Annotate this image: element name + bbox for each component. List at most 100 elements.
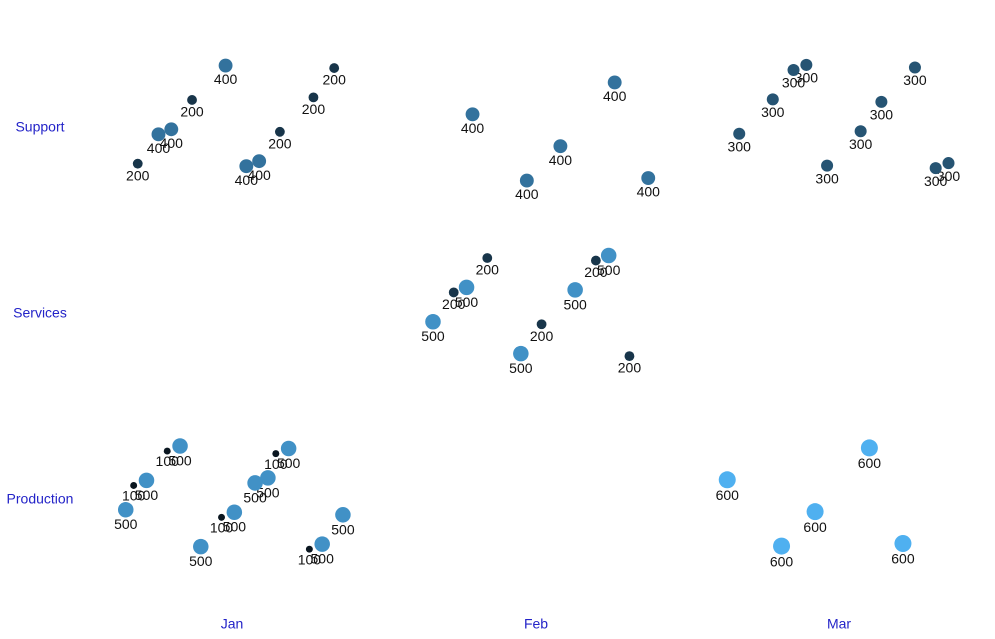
y-category-label: Production	[7, 491, 74, 507]
y-category-label: Services	[13, 305, 67, 321]
point	[536, 319, 547, 330]
point-label: 200	[180, 104, 204, 120]
point	[448, 287, 459, 298]
point	[787, 63, 800, 77]
point-label: 500	[135, 487, 159, 503]
point-label: 200	[268, 135, 292, 151]
point-label: 300	[795, 70, 819, 86]
point-label: 300	[728, 138, 752, 154]
point	[335, 507, 351, 523]
point-label: 500	[189, 553, 213, 569]
point	[218, 58, 233, 73]
point	[163, 447, 171, 455]
point	[766, 93, 779, 106]
point	[226, 504, 243, 521]
point-label: 100	[264, 456, 288, 472]
point	[239, 159, 254, 174]
point-label: 200	[618, 360, 642, 376]
point-label: 400	[235, 172, 259, 188]
point	[482, 253, 493, 263]
point-label: 300	[924, 173, 948, 189]
point	[308, 92, 319, 103]
point-label: 500	[256, 484, 280, 500]
point	[553, 139, 568, 154]
point	[806, 503, 824, 521]
point-label: 200	[442, 296, 466, 312]
point-label: 500	[421, 328, 445, 344]
point	[519, 173, 534, 188]
point	[172, 438, 188, 454]
x-category-label: Jan	[221, 616, 244, 632]
point-label: 200	[530, 328, 554, 344]
point	[929, 162, 942, 175]
point	[465, 107, 480, 122]
point-label: 200	[476, 262, 500, 278]
point	[252, 154, 267, 169]
point-label: 200	[302, 101, 326, 117]
point	[130, 482, 138, 489]
point	[260, 470, 276, 486]
point-label: 500	[277, 455, 301, 471]
point-label: 100	[156, 453, 180, 469]
point-label: 300	[849, 136, 873, 152]
y-category-label: Support	[15, 119, 64, 135]
point-label: 600	[891, 551, 915, 567]
point	[641, 171, 656, 185]
point	[458, 279, 475, 296]
point-label: 500	[597, 262, 621, 278]
point	[860, 439, 878, 457]
point	[425, 313, 441, 330]
point-label: 400	[637, 184, 661, 200]
point-label: 500	[563, 296, 587, 312]
point-label: 400	[461, 120, 485, 136]
point-label: 400	[603, 88, 627, 104]
point-label: 400	[549, 152, 573, 168]
point-label: 500	[114, 516, 138, 532]
point-label: 200	[126, 167, 150, 183]
point	[218, 513, 225, 521]
point	[718, 471, 736, 489]
point	[314, 536, 330, 552]
point	[894, 535, 912, 553]
point	[164, 122, 179, 137]
point	[329, 63, 340, 73]
point	[280, 440, 297, 457]
point-label: 500	[168, 452, 192, 468]
point-label: 500	[455, 294, 479, 310]
point-label: 400	[247, 167, 271, 183]
point-label: 600	[770, 553, 794, 569]
point	[274, 126, 285, 137]
point	[247, 475, 263, 491]
x-category-label: Mar	[827, 616, 851, 632]
point	[590, 255, 601, 266]
point-label: 300	[761, 104, 785, 120]
point	[733, 127, 746, 140]
point-label: 400	[515, 186, 539, 202]
point-label: 400	[214, 71, 238, 87]
point-label: 600	[803, 519, 827, 535]
point	[567, 282, 583, 298]
point	[800, 58, 813, 71]
point-label: 600	[716, 487, 740, 503]
point	[117, 501, 134, 518]
point	[821, 159, 834, 172]
point	[187, 95, 197, 105]
point-label: 500	[311, 551, 335, 567]
point-label: 100	[122, 488, 146, 504]
point	[600, 247, 617, 264]
point-label: 300	[903, 72, 927, 88]
point	[272, 450, 280, 458]
point	[305, 545, 313, 553]
point-label: 400	[147, 140, 171, 156]
point	[875, 95, 888, 108]
point	[942, 157, 955, 170]
point	[138, 472, 155, 489]
point	[151, 127, 166, 142]
point-label: 300	[870, 107, 894, 123]
point	[908, 61, 921, 74]
point	[773, 537, 791, 555]
point-label: 400	[160, 135, 184, 151]
point-label: 500	[331, 521, 355, 537]
point-label: 600	[858, 455, 882, 471]
